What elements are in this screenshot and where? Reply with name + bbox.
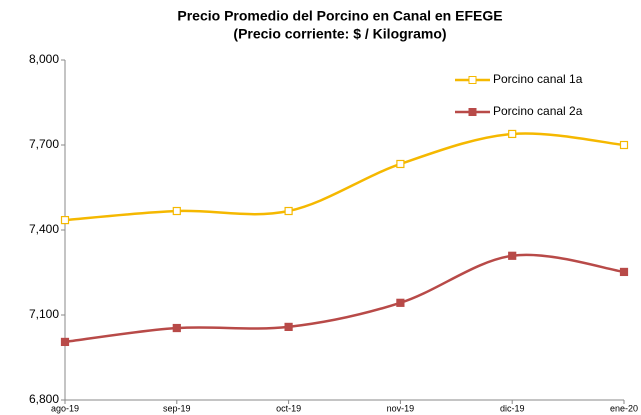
series-line <box>64 132 625 222</box>
point-marker <box>619 140 629 150</box>
point-marker <box>396 159 405 169</box>
x-tick-label: oct-19 <box>276 403 301 413</box>
x-tick-label: ene-20 <box>610 403 638 413</box>
x-tick-label: sep-19 <box>163 403 191 413</box>
y-tick-label: 7,400 <box>29 222 59 236</box>
point-marker <box>396 298 405 307</box>
y-tick-label: 8,000 <box>29 52 59 66</box>
legend-label: Porcino canal 2a <box>493 104 583 118</box>
x-tick-label: dic-19 <box>500 403 525 413</box>
point-marker <box>619 267 629 277</box>
y-tick-label: 7,700 <box>29 137 59 151</box>
point-marker <box>508 129 517 139</box>
point-marker <box>172 206 181 216</box>
point-marker <box>172 323 181 333</box>
x-tick-label: nov-19 <box>387 403 415 413</box>
point-marker <box>284 206 293 216</box>
y-tick-label: 7,100 <box>29 307 59 321</box>
chart-title: Precio Promedio del Porcino en Canal en … <box>177 8 502 24</box>
point-marker <box>284 322 293 331</box>
series-line <box>64 253 625 344</box>
x-tick-label: ago-19 <box>51 403 79 413</box>
legend-marker <box>468 76 477 84</box>
chart-subtitle: (Precio corriente: $ / Kilogramo) <box>233 26 446 42</box>
point-marker <box>60 337 70 347</box>
legend-marker <box>468 108 477 116</box>
point-marker <box>60 215 70 225</box>
point-marker <box>508 251 517 260</box>
legend-label: Porcino canal 1a <box>493 72 583 86</box>
y-tick-label: 6,800 <box>29 392 59 406</box>
